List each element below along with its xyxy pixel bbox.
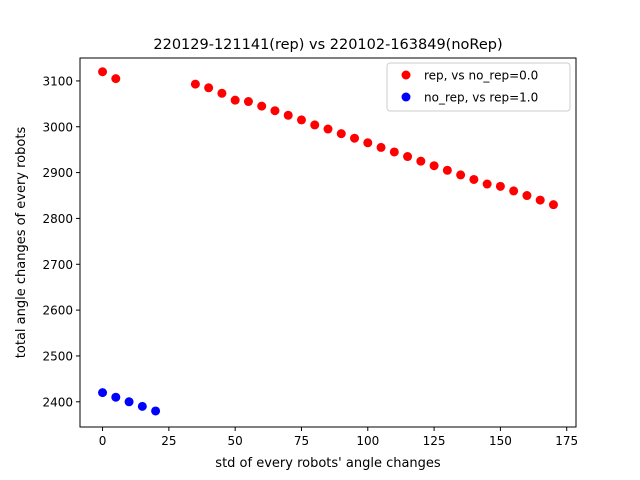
point-series0-26	[509, 186, 519, 196]
point-series1-3	[137, 401, 147, 411]
point-series0-15	[363, 138, 373, 148]
x-tick-label: 25	[161, 434, 176, 448]
point-series0-13	[336, 129, 346, 139]
point-series0-9	[283, 110, 293, 120]
point-series0-19	[416, 156, 426, 166]
legend-marker-no-rep	[401, 92, 411, 102]
legend-marker-rep	[401, 70, 411, 80]
point-series0-8	[270, 106, 280, 116]
y-tick-label: 3000	[42, 120, 73, 134]
point-series0-7	[257, 101, 267, 111]
x-tick-label: 0	[99, 434, 107, 448]
point-series0-4	[217, 88, 227, 98]
point-series1-4	[151, 406, 161, 416]
x-tick-label: 50	[228, 434, 243, 448]
point-series0-24	[482, 179, 492, 189]
point-series0-23	[469, 174, 479, 184]
data-points	[98, 67, 558, 416]
point-series1-0	[98, 388, 108, 398]
point-series1-1	[111, 392, 121, 402]
point-series0-16	[376, 142, 386, 152]
legend: rep, vs no_rep=0.0 no_rep, vs rep=1.0	[386, 62, 571, 112]
point-series0-2	[190, 79, 200, 89]
plot-frame	[79, 57, 577, 428]
point-series0-21	[442, 165, 452, 175]
point-series0-14	[350, 133, 360, 143]
x-axis-label: std of every robots' angle changes	[215, 456, 441, 471]
point-series0-10	[296, 115, 306, 125]
y-tick-label: 2400	[42, 395, 73, 409]
point-series0-20	[429, 161, 439, 171]
legend-label-no-rep: no_rep, vs rep=1.0	[424, 91, 538, 105]
point-series0-29	[548, 200, 558, 210]
point-series0-11	[310, 120, 320, 130]
point-series0-18	[403, 152, 413, 162]
point-series0-22	[456, 170, 466, 180]
x-tick-label: 175	[555, 434, 578, 448]
y-tick-label: 2900	[42, 166, 73, 180]
x-axis-ticks: 0 25 50 75 100 125 150 175	[99, 427, 578, 448]
y-axis-label: total angle changes of every robots	[14, 127, 29, 359]
y-tick-label: 2600	[42, 304, 73, 318]
legend-label-rep: rep, vs no_rep=0.0	[424, 69, 538, 83]
point-series0-1	[111, 74, 121, 84]
y-tick-label: 2800	[42, 212, 73, 226]
x-tick-label: 150	[489, 434, 512, 448]
chart-title: 220129-121141(rep) vs 220102-163849(noRe…	[153, 37, 502, 53]
point-series0-5	[230, 95, 240, 105]
y-tick-label: 2500	[42, 349, 73, 363]
point-series0-28	[535, 195, 545, 205]
point-series0-27	[522, 191, 532, 201]
legend-box	[386, 62, 571, 112]
point-series0-3	[204, 83, 214, 93]
point-series0-12	[323, 124, 333, 134]
y-axis-ticks: 2400 2500 2600 2700 2800 2900 3000 3100	[42, 74, 80, 409]
point-series0-0	[98, 67, 108, 77]
x-tick-label: 100	[356, 434, 379, 448]
point-series0-17	[389, 147, 399, 157]
x-tick-label: 125	[423, 434, 446, 448]
x-tick-label: 75	[294, 434, 309, 448]
point-series0-25	[495, 181, 505, 191]
point-series1-2	[124, 397, 134, 407]
point-series0-6	[243, 97, 253, 107]
y-tick-label: 3100	[42, 74, 73, 88]
y-tick-label: 2700	[42, 258, 73, 272]
